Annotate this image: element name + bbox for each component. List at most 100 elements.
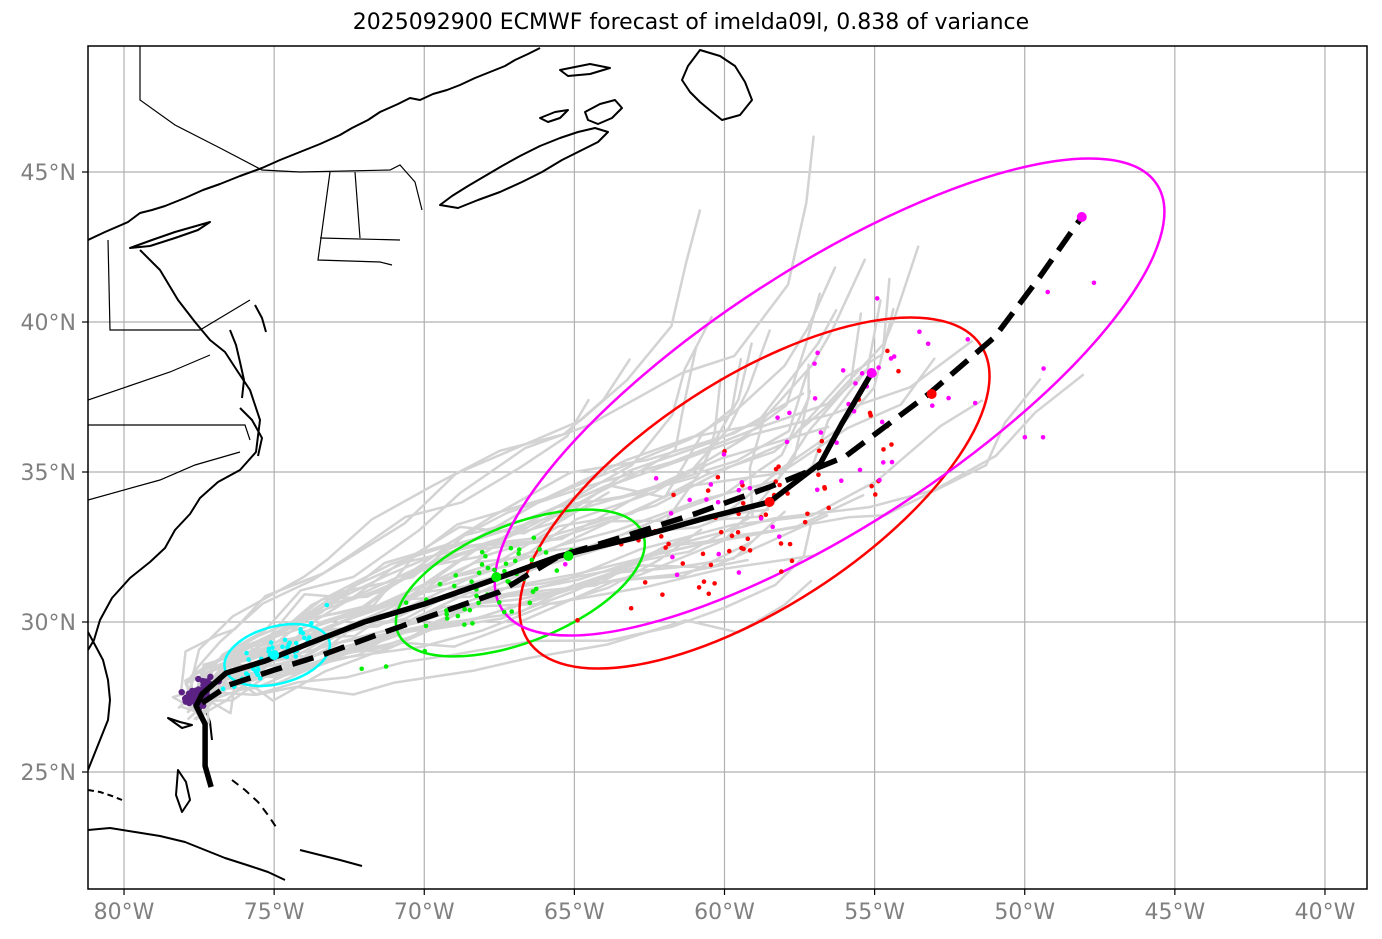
member-point-day2 xyxy=(512,558,518,564)
mean-tracks xyxy=(193,215,1085,788)
ensemble-member-track xyxy=(186,312,863,699)
member-point-day3 xyxy=(787,541,793,547)
member-point-day3 xyxy=(778,541,784,546)
member-point-day4 xyxy=(721,452,727,457)
member-point-day3 xyxy=(747,548,753,553)
member-point-day3 xyxy=(701,579,707,584)
chesapeake xyxy=(229,329,245,399)
y-tick-label: 45°N xyxy=(21,161,76,186)
member-point-day2 xyxy=(554,568,560,573)
member-point-day2 xyxy=(485,565,491,571)
member-point-day4 xyxy=(653,476,659,481)
member-point-day2 xyxy=(537,546,542,552)
member-point-day2 xyxy=(529,557,535,563)
member-point-day4 xyxy=(668,511,674,516)
member-point-day4 xyxy=(874,296,880,301)
member-point-day4 xyxy=(1040,434,1046,440)
member-point-day4 xyxy=(965,337,971,342)
member-point-day2 xyxy=(492,567,497,573)
member-point-day3 xyxy=(696,585,702,590)
member-point-day4 xyxy=(929,403,935,408)
mid-atlantic-coast xyxy=(88,249,261,651)
member-point-initial xyxy=(207,673,214,681)
member-point-day4 xyxy=(876,365,881,370)
member-point-day3 xyxy=(680,561,686,566)
state-lines-mid xyxy=(88,354,241,501)
member-point-day4 xyxy=(834,440,839,446)
member-point-day4 xyxy=(747,485,753,491)
us-canada-border xyxy=(139,46,423,211)
track-marker xyxy=(866,368,877,378)
member-point-day4 xyxy=(889,459,895,465)
member-point-day2 xyxy=(469,579,474,584)
member-point-day3 xyxy=(889,442,894,447)
ensemble-member-track xyxy=(197,524,804,701)
member-point-day3 xyxy=(819,438,825,444)
member-point-day2 xyxy=(531,535,537,541)
member-point-day4 xyxy=(674,572,680,578)
uncertainty-ellipse-1 xyxy=(223,622,332,688)
ensemble-member-track xyxy=(191,345,698,705)
member-point-day1 xyxy=(280,644,285,650)
member-point-day3 xyxy=(802,519,808,525)
member-point-day4 xyxy=(838,478,844,484)
track-marker xyxy=(563,551,574,561)
member-point-day4 xyxy=(946,395,951,401)
member-point-day3 xyxy=(745,536,751,542)
grand-bahama xyxy=(167,717,193,729)
member-point-day4 xyxy=(972,400,978,406)
member-point-day4 xyxy=(859,371,865,376)
member-point-day4 xyxy=(784,439,790,445)
member-point-day3 xyxy=(778,569,784,574)
map-title: 2025092900 ECMWF forecast of imelda09l, … xyxy=(352,10,1030,35)
member-point-day4 xyxy=(715,499,721,505)
member-point-day4 xyxy=(758,516,764,521)
member-point-day2 xyxy=(501,609,507,615)
member-point-day1 xyxy=(300,630,306,636)
x-tick-label: 75°W xyxy=(244,900,305,925)
member-point-day4 xyxy=(840,368,846,373)
track-marker xyxy=(269,650,280,660)
member-point-initial xyxy=(183,694,190,701)
member-point-day3 xyxy=(867,410,873,416)
bahamas-chain xyxy=(231,779,279,831)
member-point-day1 xyxy=(282,637,288,643)
member-point-day2 xyxy=(543,550,549,555)
us-east-coast xyxy=(88,47,541,241)
member-point-day3 xyxy=(715,474,721,480)
member-point-day2 xyxy=(467,607,473,613)
member-point-day2 xyxy=(403,600,409,606)
member-point-day3 xyxy=(658,534,664,539)
member-point-day3 xyxy=(718,529,724,535)
x-tick-label: 70°W xyxy=(394,900,455,925)
member-point-day4 xyxy=(670,554,675,560)
member-point-day3 xyxy=(869,483,874,489)
uncertainty-ellipse-4 xyxy=(493,157,1166,637)
member-point-day4 xyxy=(815,350,820,356)
member-point-day3 xyxy=(628,605,634,611)
member-point-day4 xyxy=(716,551,722,557)
member-point-day3 xyxy=(705,488,711,493)
alternate-mean-track xyxy=(200,215,1085,706)
member-point-day2 xyxy=(359,666,364,672)
member-point-day3 xyxy=(885,348,890,354)
member-point-day3 xyxy=(773,466,779,472)
member-point-day1 xyxy=(220,686,226,692)
member-point-day2 xyxy=(516,551,521,556)
member-point-day3 xyxy=(822,484,827,490)
member-point-day4 xyxy=(879,419,885,425)
member-point-day3 xyxy=(816,448,822,454)
member-point-day2 xyxy=(470,621,475,626)
member-point-day3 xyxy=(671,492,676,498)
pei xyxy=(539,109,569,123)
member-point-day4 xyxy=(787,410,792,416)
ensemble-member-track xyxy=(201,378,1042,699)
member-point-day3 xyxy=(706,591,712,597)
ensemble-member-track xyxy=(184,209,702,706)
nova-scotia xyxy=(439,127,609,209)
member-point-day3 xyxy=(726,548,732,554)
member-point-day3 xyxy=(881,447,886,452)
y-tick-label: 40°N xyxy=(21,311,76,336)
member-point-day2 xyxy=(444,608,449,613)
